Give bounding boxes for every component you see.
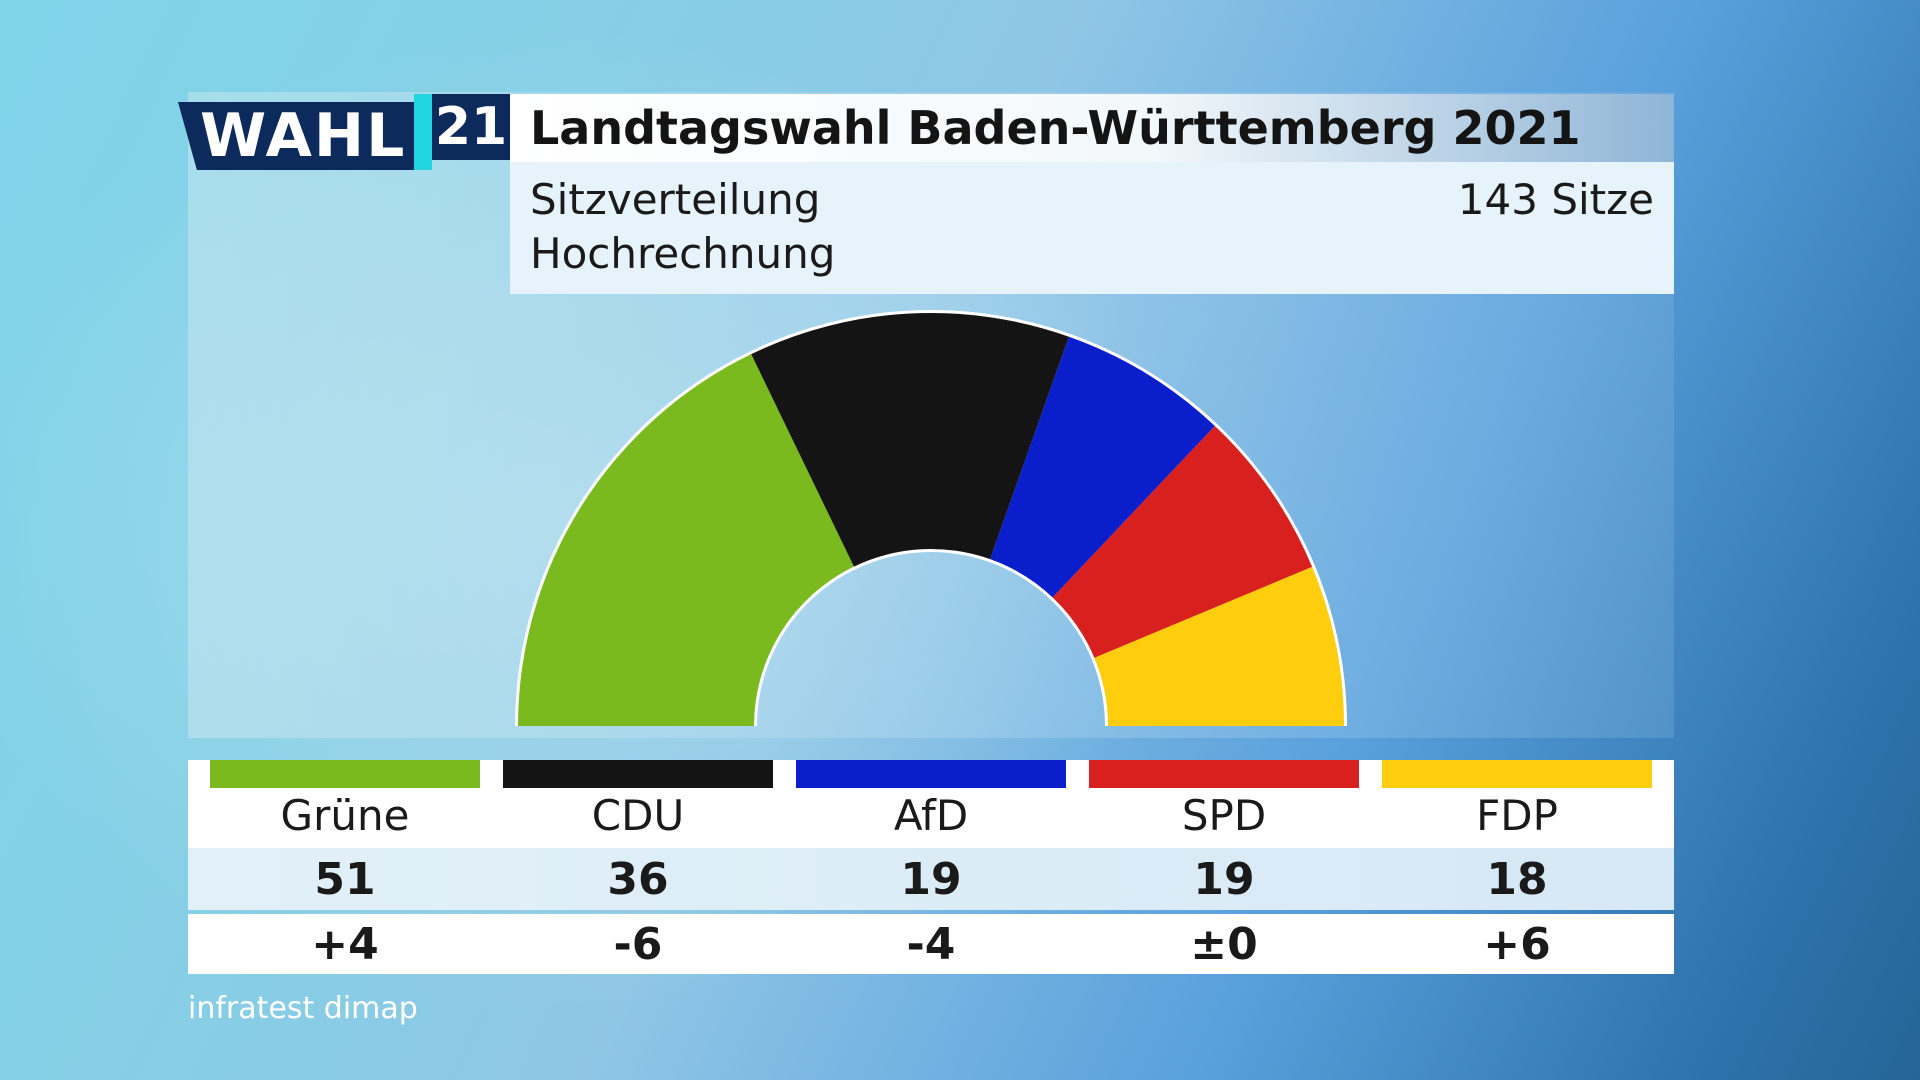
party-seat-change: -4 [906,919,956,970]
wahl-logo: WAHL [178,102,414,170]
party-name: CDU [591,791,685,840]
party-color-swatch [210,760,480,788]
total-seats-label: 143 Sitze [1457,175,1654,224]
results-table: Grüne 51 +4 CDU 36 -6 AfD 19 -4 SPD 19 ±… [188,760,1674,974]
party-color-swatch [503,760,773,788]
party-seat-change: +4 [311,919,379,970]
party-color-swatch [1089,760,1359,788]
party-seats: 19 [900,854,962,905]
subtitle-seat-distribution: Sitzverteilung [530,175,821,224]
party-change-row [188,914,1674,974]
title-bar: Landtagswahl Baden-Württemberg 2021 [510,94,1674,162]
party-seat-change: +6 [1483,919,1551,970]
party-seats: 51 [314,854,376,905]
party-seats: 36 [607,854,669,905]
party-seat-change: ±0 [1190,919,1258,970]
party-name: AfD [893,791,969,840]
party-seats-row [188,848,1674,910]
subtitle-box: Sitzverteilung Hochrechnung 143 Sitze [510,162,1674,294]
seat-segment-afd [990,336,1215,598]
party-color-swatch [1382,760,1652,788]
page-title: Landtagswahl Baden-Württemberg 2021 [530,101,1581,155]
logo-accent-stripe [414,94,432,170]
seat-segment-cdu [751,313,1069,567]
party-name: Grüne [280,791,410,840]
party-color-swatch [796,760,1066,788]
seat-segment-gruene [518,354,854,726]
wahl-year-badge: 21 [432,94,510,160]
party-seats: 19 [1193,854,1255,905]
seat-segment-fdp [1094,566,1344,726]
seat-segment-spd [1052,426,1313,658]
wahl-logo-text: WAHL [200,101,407,171]
party-seats: 18 [1486,854,1548,905]
subtitle-projection: Hochrechnung [530,229,836,278]
party-name: FDP [1476,791,1558,840]
party-name: SPD [1181,791,1267,840]
party-seat-change: -6 [613,919,663,970]
source-credit: infratest dimap [188,991,418,1026]
